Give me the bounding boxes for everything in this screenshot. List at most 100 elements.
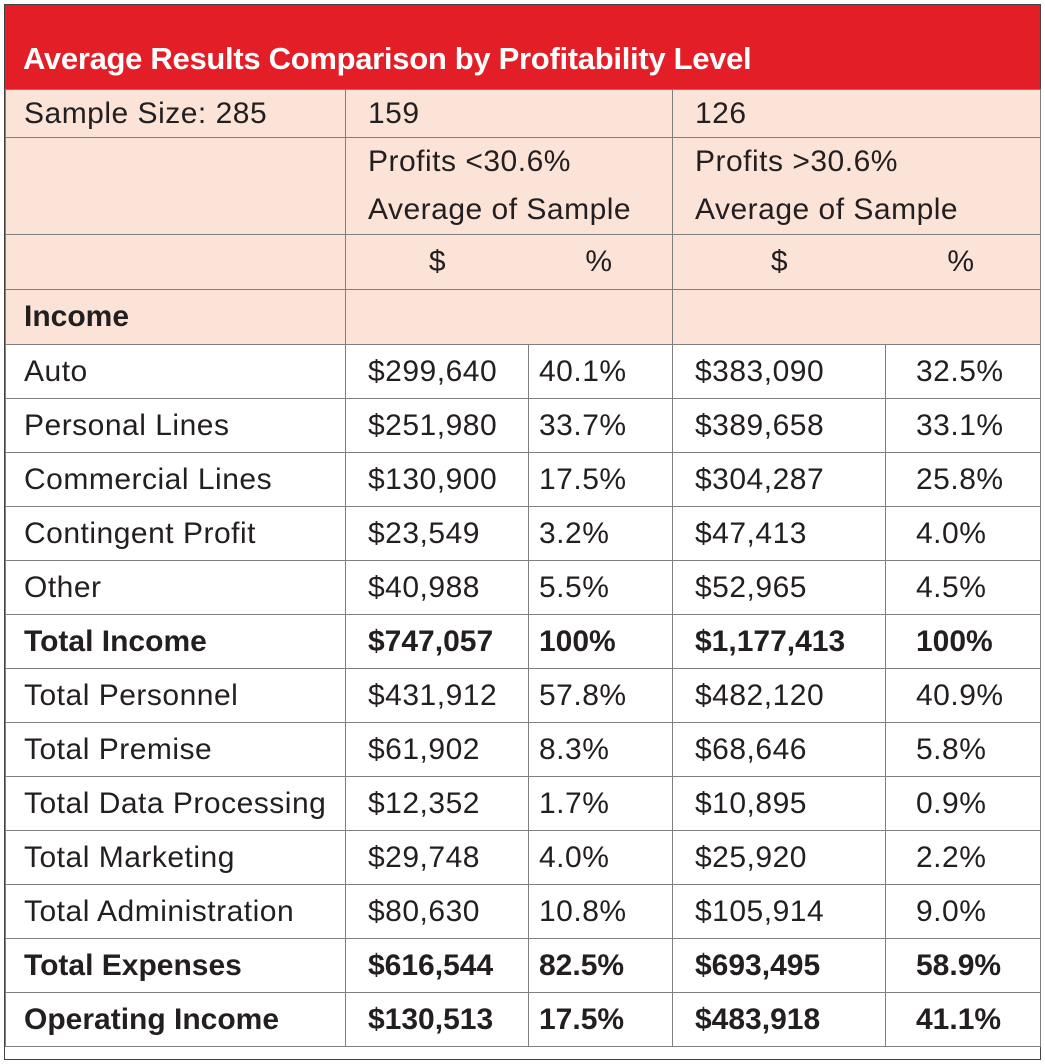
g1-percent: 10.8% [528, 884, 673, 939]
row-label: Personal Lines [5, 398, 346, 453]
group1-dollar-unit: $ [428, 245, 447, 278]
g1-percent: 17.5% [528, 452, 673, 507]
table-row: Contingent Profit $23,549 3.2% $47,413 4… [5, 506, 1041, 561]
g1-percent: 100% [528, 614, 673, 669]
g2-dollar: $52,965 [672, 560, 886, 615]
g2-dollar: $304,287 [672, 452, 886, 507]
group-header-empty [5, 137, 346, 235]
g1-percent: 3.2% [528, 506, 673, 561]
g1-percent: 82.5% [528, 938, 673, 993]
g2-percent: 4.0% [885, 506, 1041, 561]
row-label: Other [5, 560, 346, 615]
section-empty-g2 [672, 289, 1041, 345]
results-table-frame: Average Results Comparison by Profitabil… [4, 4, 1041, 1060]
g2-dollar: $1,177,413 [672, 614, 886, 669]
g2-percent: 58.9% [885, 938, 1041, 993]
g1-dollar: $616,544 [345, 938, 529, 993]
g2-dollar: $383,090 [672, 344, 886, 399]
g1-dollar: $12,352 [345, 776, 529, 831]
title-bar: Average Results Comparison by Profitabil… [5, 5, 1040, 89]
group1-header-line2: Average of Sample [368, 193, 632, 226]
g1-dollar: $130,513 [345, 992, 529, 1047]
group2-percent-unit: % [947, 245, 975, 278]
g1-dollar: $29,748 [345, 830, 529, 885]
table-row: Total Personnel $431,912 57.8% $482,120 … [5, 668, 1041, 723]
table-row: Auto $299,640 40.1% $383,090 32.5% [5, 344, 1041, 399]
table-row: Total Marketing $29,748 4.0% $25,920 2.2… [5, 830, 1041, 885]
group1-percent-unit: % [585, 245, 613, 278]
row-label: Total Personnel [5, 668, 346, 723]
table-row: Other $40,988 5.5% $52,965 4.5% [5, 560, 1041, 615]
g2-dollar: $105,914 [672, 884, 886, 939]
row-label: Total Data Processing [5, 776, 346, 831]
g2-percent: 40.9% [885, 668, 1041, 723]
group-header-row: Profits <30.6% Average of Sample Profits… [5, 137, 1041, 235]
operating-income-row: Operating Income $130,513 17.5% $483,918… [5, 992, 1041, 1047]
g1-percent: 40.1% [528, 344, 673, 399]
total-income-row: Total Income $747,057 100% $1,177,413 10… [5, 614, 1041, 669]
table-row: Total Administration $80,630 10.8% $105,… [5, 884, 1041, 939]
g2-percent: 32.5% [885, 344, 1041, 399]
g2-percent: 5.8% [885, 722, 1041, 777]
g2-dollar: $389,658 [672, 398, 886, 453]
g1-percent: 5.5% [528, 560, 673, 615]
g2-percent: 9.0% [885, 884, 1041, 939]
g2-percent: 100% [885, 614, 1041, 669]
g2-percent: 41.1% [885, 992, 1041, 1047]
group2-header: Profits >30.6% Average of Sample [672, 137, 1041, 235]
g1-dollar: $61,902 [345, 722, 529, 777]
unit-empty [5, 234, 346, 290]
group2-units: $% [672, 234, 1041, 290]
group2-dollar-unit: $ [770, 245, 789, 278]
table-title: Average Results Comparison by Profitabil… [23, 41, 752, 76]
g1-dollar: $747,057 [345, 614, 529, 669]
row-label: Total Administration [5, 884, 346, 939]
g1-dollar: $299,640 [345, 344, 529, 399]
table-row: Commercial Lines $130,900 17.5% $304,287… [5, 452, 1041, 507]
g2-dollar: $693,495 [672, 938, 886, 993]
g2-dollar: $47,413 [672, 506, 886, 561]
row-label: Contingent Profit [5, 506, 346, 561]
g2-percent: 4.5% [885, 560, 1041, 615]
results-table: Sample Size: 285 159 126 Profits <30.6% … [5, 89, 1041, 1047]
row-label: Commercial Lines [5, 452, 346, 507]
row-label: Total Premise [5, 722, 346, 777]
group2-count: 126 [672, 89, 1041, 138]
g2-percent: 2.2% [885, 830, 1041, 885]
g2-percent: 0.9% [885, 776, 1041, 831]
sample-size-row: Sample Size: 285 159 126 [5, 89, 1041, 138]
g1-dollar: $130,900 [345, 452, 529, 507]
g2-percent: 25.8% [885, 452, 1041, 507]
g2-percent: 33.1% [885, 398, 1041, 453]
g2-dollar: $483,918 [672, 992, 886, 1047]
g2-dollar: $10,895 [672, 776, 886, 831]
section-label-income: Income [5, 289, 346, 345]
g1-percent: 17.5% [528, 992, 673, 1047]
section-row-income: Income [5, 289, 1041, 345]
g1-percent: 1.7% [528, 776, 673, 831]
section-empty-g1 [345, 289, 673, 345]
group1-header-line1: Profits <30.6% [368, 145, 571, 178]
g1-percent: 57.8% [528, 668, 673, 723]
g1-dollar: $40,988 [345, 560, 529, 615]
g1-dollar: $23,549 [345, 506, 529, 561]
g1-percent: 33.7% [528, 398, 673, 453]
g1-dollar: $251,980 [345, 398, 529, 453]
row-label: Operating Income [5, 992, 346, 1047]
g1-dollar: $431,912 [345, 668, 529, 723]
group1-units: $% [345, 234, 673, 290]
g2-dollar: $482,120 [672, 668, 886, 723]
g1-percent: 4.0% [528, 830, 673, 885]
table-row: Total Premise $61,902 8.3% $68,646 5.8% [5, 722, 1041, 777]
row-label: Total Income [5, 614, 346, 669]
group1-header: Profits <30.6% Average of Sample [345, 137, 673, 235]
group1-count: 159 [345, 89, 673, 138]
sample-size-label: Sample Size: 285 [5, 89, 346, 138]
unit-row: $% $% [5, 234, 1041, 290]
g1-percent: 8.3% [528, 722, 673, 777]
total-expenses-row: Total Expenses $616,544 82.5% $693,495 5… [5, 938, 1041, 993]
g1-dollar: $80,630 [345, 884, 529, 939]
g2-dollar: $68,646 [672, 722, 886, 777]
table-row: Total Data Processing $12,352 1.7% $10,8… [5, 776, 1041, 831]
group2-header-line1: Profits >30.6% [695, 145, 898, 178]
